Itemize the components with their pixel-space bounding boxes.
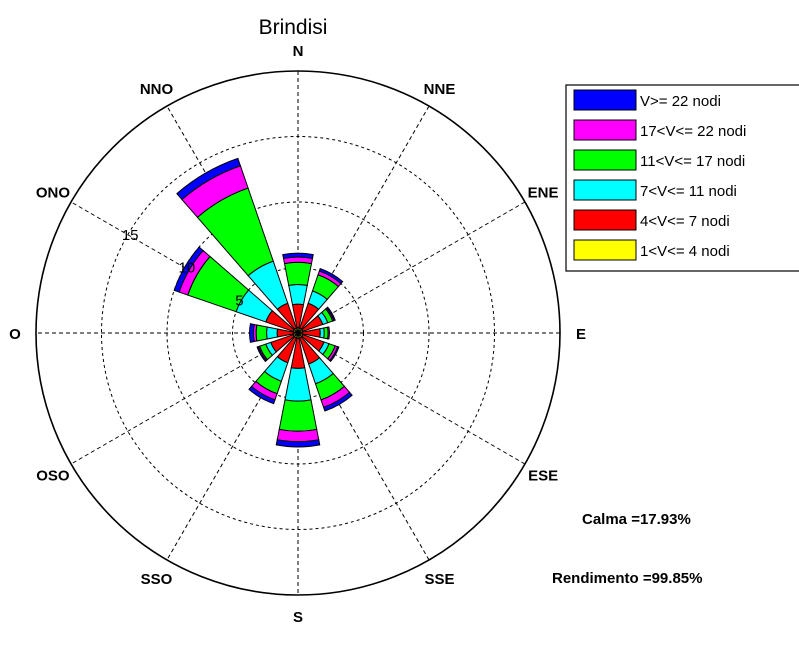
petal-segment-n-3: [283, 261, 313, 287]
direction-label-ono: ONO: [36, 185, 71, 202]
direction-label-e: E: [576, 326, 586, 343]
petal-segment-ono-5: [173, 246, 204, 293]
direction-label-n: N: [293, 43, 304, 60]
calma-stat: Calma =17.93%: [582, 511, 691, 528]
direction-label-ene: ENE: [528, 185, 559, 202]
petal-segment-o-5: [249, 323, 255, 343]
legend-label: 17<V<= 22 nodi: [640, 123, 746, 140]
direction-label-nne: NNE: [424, 81, 456, 98]
petal-segment-n-2: [288, 284, 308, 306]
petal-segment-o-2: [266, 326, 279, 340]
petal-segment-n-5: [282, 252, 314, 260]
legend-label: 7<V<= 11 nodi: [640, 183, 737, 200]
petal-segment-s-3: [278, 399, 318, 432]
legend-label: 1<V<= 4 nodi: [640, 243, 730, 260]
legend-swatch: [573, 239, 637, 261]
direction-label-nno: NNO: [140, 81, 174, 98]
legend-label: 4<V<= 7 nodi: [640, 213, 730, 230]
legend: V>= 22 nodi 17<V<= 22 nodi 11<V<= 17 nodi 7…: [565, 84, 799, 272]
legend-swatch: [573, 179, 637, 201]
direction-labels: N NNE ENE E ESE SSE S SSO OSO O ONO NNO: [9, 43, 586, 626]
petal-segment-s-5: [275, 439, 321, 448]
petal-segment-ene-5: [325, 306, 336, 322]
petal-segment-s-4: [276, 428, 320, 443]
direction-label-sse: SSE: [424, 571, 454, 588]
direction-label-o: O: [9, 326, 21, 343]
petal-segment-nne-5: [318, 267, 344, 285]
chart-title: Brindisi: [259, 16, 328, 39]
petal-segment-e-4: [326, 326, 330, 340]
petal-segment-oso-5: [256, 346, 268, 363]
legend-swatch: [573, 89, 637, 111]
radial-tick-10: 10: [179, 260, 196, 277]
direction-label-oso: OSO: [36, 468, 70, 485]
petal-segment-s-2: [284, 367, 312, 402]
radial-tick-15: 15: [122, 227, 139, 244]
direction-label-sso: SSO: [141, 571, 173, 588]
petals: [173, 157, 353, 448]
legend-label: 11<V<= 17 nodi: [640, 153, 745, 170]
legend-label: V>= 22 nodi: [640, 93, 721, 110]
petal-segment-sso-5: [248, 385, 276, 405]
direction-label-ese: ESE: [528, 468, 558, 485]
petal-segment-ese-5: [328, 346, 340, 363]
legend-swatch: [573, 119, 637, 141]
direction-label-s: S: [293, 609, 303, 626]
petal-segment-o-3: [255, 324, 268, 342]
rendimento-stat: Rendimento =99.85%: [552, 570, 702, 587]
radial-tick-labels: 5 10 15: [122, 227, 244, 310]
radial-tick-5: 5: [235, 292, 243, 309]
legend-swatch: [573, 209, 637, 231]
legend-swatch: [573, 149, 637, 171]
petal-segment-sse-5: [322, 391, 353, 412]
petal-segment-nno-5: [176, 157, 242, 201]
